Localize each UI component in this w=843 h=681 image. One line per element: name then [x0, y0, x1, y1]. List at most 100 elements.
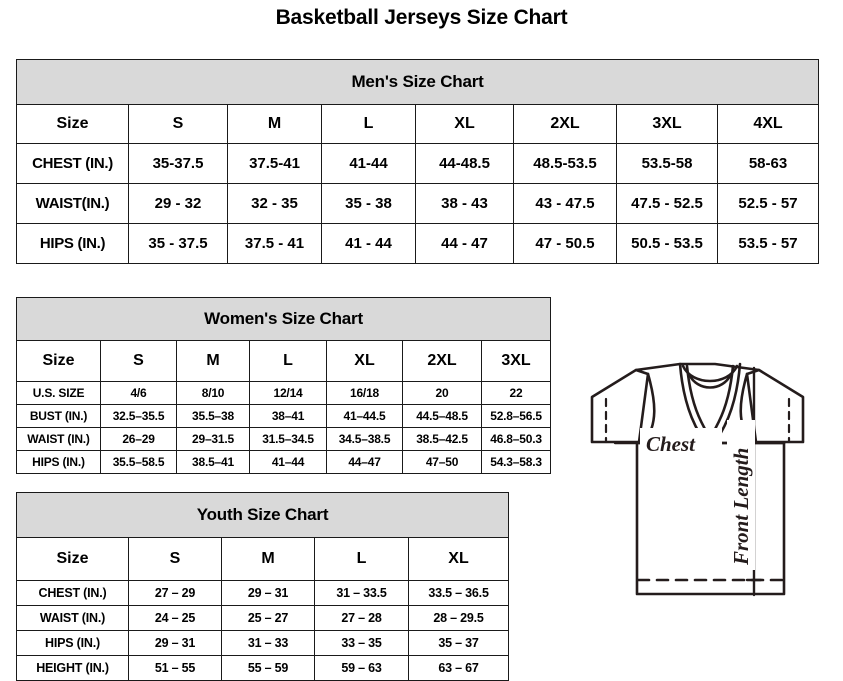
womens-waist-2xl: 38.5–42.5: [402, 427, 482, 451]
front-length-label-backdrop: [727, 420, 755, 570]
womens-header-l: L: [249, 340, 327, 382]
mens-header-row: Size S M L XL 2XL 3XL 4XL: [16, 104, 820, 144]
mens-chest-s: 35-37.5: [128, 143, 228, 184]
womens-ussize-xl: 16/18: [326, 381, 403, 405]
youth-hips-l: 33 – 35: [314, 630, 409, 656]
mens-waist-xl: 38 - 43: [415, 183, 514, 224]
womens-row-label-bust: BUST (IN.): [16, 404, 101, 428]
mens-waist-l: 35 - 38: [321, 183, 416, 224]
table-row: WAIST (IN.) 26–29 29–31.5 31.5–34.5 34.5…: [16, 427, 552, 451]
mens-chest-3xl: 53.5-58: [616, 143, 718, 184]
right-sleeve-shape: [745, 368, 805, 444]
womens-bust-s: 32.5–35.5: [100, 404, 177, 428]
womens-bust-m: 35.5–38: [176, 404, 250, 428]
womens-bust-xl: 41–44.5: [326, 404, 403, 428]
table-row: BUST (IN.) 32.5–35.5 35.5–38 38–41 41–44…: [16, 404, 552, 428]
womens-hips-xl: 44–47: [326, 450, 403, 474]
youth-waist-m: 25 – 27: [221, 605, 315, 631]
mens-chest-l: 41-44: [321, 143, 416, 184]
womens-header-row: Size S M L XL 2XL 3XL: [16, 340, 552, 382]
womens-hips-s: 35.5–58.5: [100, 450, 177, 474]
mens-hips-3xl: 50.5 - 53.5: [616, 223, 718, 264]
front-length-label: Front Length: [729, 448, 753, 566]
page-title: Basketball Jerseys Size Chart: [275, 6, 568, 29]
womens-waist-l: 31.5–34.5: [249, 427, 327, 451]
mens-header-s: S: [128, 104, 228, 144]
youth-size-chart-table: Youth Size Chart Size S M L XL CHEST (IN…: [15, 492, 510, 681]
youth-header-row: Size S M L XL: [16, 537, 510, 581]
table-row: CHEST (IN.) 27 – 29 29 – 31 31 – 33.5 33…: [16, 580, 510, 606]
youth-chest-xl: 33.5 – 36.5: [407, 580, 510, 606]
mens-header-size: Size: [16, 104, 129, 144]
mens-chest-m: 37.5-41: [227, 143, 322, 184]
mens-header-3xl: 3XL: [616, 104, 718, 144]
table-row: HEIGHT (IN.) 51 – 55 55 – 59 59 – 63 63 …: [16, 655, 510, 681]
youth-row-label-waist: WAIST (IN.): [16, 605, 129, 631]
mens-waist-s: 29 - 32: [128, 183, 228, 224]
mens-chest-2xl: 48.5-53.5: [513, 143, 617, 184]
collar-arc-outer: [681, 364, 739, 383]
womens-band-row: Women's Size Chart: [15, 297, 552, 341]
youth-chest-l: 31 – 33.5: [314, 580, 409, 606]
womens-header-xl: XL: [326, 340, 403, 382]
womens-header-size: Size: [16, 340, 101, 382]
womens-size-chart-table: Women's Size Chart Size S M L XL 2XL 3XL…: [15, 297, 552, 474]
youth-hips-xl: 35 – 37: [407, 630, 510, 656]
womens-ussize-2xl: 20: [402, 381, 482, 405]
youth-height-xl: 63 – 67: [407, 655, 510, 681]
womens-hips-m: 38.5–41: [176, 450, 250, 474]
mens-chest-4xl: 58-63: [716, 143, 820, 184]
mens-waist-2xl: 43 - 47.5: [513, 183, 617, 224]
youth-height-s: 51 – 55: [128, 655, 222, 681]
table-row: HIPS (IN.) 35 - 37.5 37.5 - 41 41 - 44 4…: [16, 223, 820, 264]
mens-row-label-hips: HIPS (IN.): [16, 223, 129, 264]
womens-hips-2xl: 47–50: [402, 450, 482, 474]
womens-hips-l: 41–44: [249, 450, 327, 474]
womens-ussize-3xl: 22: [480, 381, 552, 405]
youth-header-size: Size: [16, 537, 129, 581]
youth-chest-m: 29 – 31: [221, 580, 315, 606]
mens-size-chart-table: Men's Size Chart Size S M L XL 2XL 3XL 4…: [15, 59, 820, 264]
womens-ussize-l: 12/14: [249, 381, 327, 405]
youth-hips-s: 29 – 31: [128, 630, 222, 656]
womens-bust-2xl: 44.5–48.5: [402, 404, 482, 428]
womens-chart-title: Women's Size Chart: [15, 297, 552, 341]
womens-waist-xl: 34.5–38.5: [326, 427, 403, 451]
womens-header-3xl: 3XL: [480, 340, 552, 382]
youth-hips-m: 31 – 33: [221, 630, 315, 656]
womens-row-label-waist: WAIST (IN.): [16, 427, 101, 451]
youth-chest-s: 27 – 29: [128, 580, 222, 606]
collar-arc-inner: [687, 372, 733, 389]
youth-header-xl: XL: [407, 537, 510, 581]
womens-header-s: S: [100, 340, 177, 382]
mens-waist-4xl: 52.5 - 57: [716, 183, 820, 224]
youth-chart-title: Youth Size Chart: [15, 492, 510, 538]
mens-chart-title: Men's Size Chart: [15, 59, 820, 105]
mens-waist-3xl: 47.5 - 52.5: [616, 183, 718, 224]
mens-hips-2xl: 47 - 50.5: [513, 223, 617, 264]
mens-hips-m: 37.5 - 41: [227, 223, 322, 264]
table-row: WAIST (IN.) 24 – 25 25 – 27 27 – 28 28 –…: [16, 605, 510, 631]
mens-row-label-waist: WAIST(IN.): [16, 183, 129, 224]
youth-band-row: Youth Size Chart: [15, 492, 510, 538]
mens-band-row: Men's Size Chart: [15, 59, 820, 105]
mens-waist-m: 32 - 35: [227, 183, 322, 224]
youth-waist-l: 27 – 28: [314, 605, 409, 631]
womens-header-m: M: [176, 340, 250, 382]
jersey-measurement-diagram: Chest Front Length: [552, 352, 843, 652]
mens-hips-l: 41 - 44: [321, 223, 416, 264]
youth-waist-xl: 28 – 29.5: [407, 605, 510, 631]
chest-label-group: Chest: [640, 428, 722, 458]
mens-header-xl: XL: [415, 104, 514, 144]
youth-header-s: S: [128, 537, 222, 581]
mens-row-label-chest: CHEST (IN.): [16, 143, 129, 184]
table-row: HIPS (IN.) 35.5–58.5 38.5–41 41–44 44–47…: [16, 450, 552, 474]
womens-waist-3xl: 46.8–50.3: [480, 427, 552, 451]
front-length-label-group: Front Length: [727, 420, 755, 570]
table-row: U.S. SIZE 4/6 8/10 12/14 16/18 20 22: [16, 381, 552, 405]
womens-ussize-s: 4/6: [100, 381, 177, 405]
torso-outline: [635, 441, 786, 596]
womens-hips-3xl: 54.3–58.3: [480, 450, 552, 474]
womens-header-2xl: 2XL: [402, 340, 482, 382]
womens-ussize-m: 8/10: [176, 381, 250, 405]
